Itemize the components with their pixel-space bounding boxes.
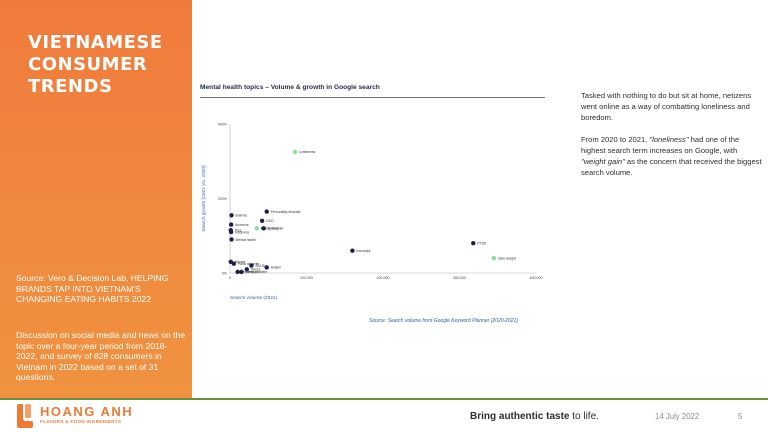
commentary-text: From 2020 to 2021, — [581, 135, 650, 144]
brand-subtitle: FLAVORS & FOOD INGREDIENTS — [40, 419, 122, 424]
point-personality-disorder — [264, 209, 269, 214]
point-eating-disorder — [254, 226, 259, 231]
emphasis-weight-gain: "weight gain" — [581, 157, 625, 166]
point-label-stress: Stress — [251, 268, 261, 272]
point-label-anorexia: Anorexia — [235, 223, 248, 227]
emphasis-loneliness: "loneliness" — [649, 135, 689, 144]
x-axis-label: Search volume (2021) — [230, 295, 278, 301]
chart-axes: 0% 200% 400% 0 100,000 200,000 300,000 400,000 S… — [201, 123, 543, 302]
point-sleep-problem — [239, 269, 244, 275]
point-label-autism: Autism — [271, 266, 282, 270]
point-depression — [235, 269, 240, 275]
x-tick-label: 400,000 — [530, 276, 543, 280]
slide-title: VIETNAMESE CONSUMER TRENDS — [28, 32, 188, 98]
point-label-sleep-problem: Sleep problem — [245, 270, 267, 274]
point-label-weight-gain: Gain weight — [498, 256, 516, 260]
point-stress — [244, 267, 250, 272]
point-label-anxiety: Anxiety — [268, 227, 279, 231]
y-tick-label: 200% — [218, 197, 228, 201]
point-label-personality-disorder: Personality disorder — [271, 210, 302, 214]
y-tick-label: 400% — [218, 123, 228, 127]
y-tick-label: 0% — [222, 272, 228, 276]
point-weight-gain — [491, 255, 497, 261]
point-label-eating-disorder: Eating disorder — [261, 227, 285, 231]
point-insomnia — [350, 248, 355, 253]
page-number: 5 — [738, 412, 743, 421]
footer-bar — [0, 400, 768, 432]
tagline: Bring authentic taste to life. — [470, 411, 599, 422]
y-axis-label: Search growth (2021 Vs. 2020) — [201, 165, 207, 232]
title-line: TRENDS — [28, 76, 113, 97]
point-panic-disorder — [231, 261, 237, 266]
x-tick-label: 0 — [229, 276, 231, 280]
point-label-ocd: OCD — [266, 219, 274, 223]
point-label-adhd: ADHD — [255, 264, 265, 268]
point-label-insomnia: Insomnia — [356, 249, 370, 253]
x-tick-label: 100,000 — [300, 276, 313, 280]
slide-date: 14 July 2022 — [655, 412, 700, 421]
tagline-rest: to life. — [569, 411, 599, 422]
chart-title: Mental health topics – Volume & growth i… — [200, 84, 380, 91]
point-ptsd — [471, 241, 476, 246]
footer-divider — [0, 398, 768, 400]
x-tick-label: 200,000 — [377, 276, 390, 280]
point-mental-health — [229, 237, 234, 242]
point-label-depression: Depression — [242, 270, 259, 274]
chart-points: Loneliness Gain weight Eating disorder PTSD… — [228, 149, 516, 275]
point-label-loneliness: Loneliness — [299, 150, 316, 154]
title-line: CONSUMER — [28, 54, 148, 75]
x-tick-label: 300,000 — [453, 276, 466, 280]
point-label-pica: Pica — [235, 228, 242, 232]
chart-source: Source: Search volume from Google Keywor… — [369, 318, 518, 324]
point-bulimia — [229, 213, 234, 218]
point-adhd — [249, 263, 254, 268]
point-ocd — [259, 218, 265, 224]
point-autism — [264, 265, 269, 270]
point-label-bipolar: Bipolar — [235, 260, 246, 264]
commentary-paragraph-1: Tasked with nothing to do but sit at hom… — [581, 91, 752, 122]
point-label-mental-health: Mental health — [236, 238, 256, 242]
point-anxiety — [261, 226, 266, 231]
sidebar-panel: VIETNAMESE CONSUMER TRENDS Source: Vero … — [0, 0, 192, 398]
discussion-note: Discussion on social media and news on t… — [16, 330, 186, 383]
point-label-insomnia-lower: Insomnia — [235, 230, 249, 234]
title-line: VIETNAMESE — [28, 32, 163, 53]
source-note: Source: Vero & Decision Lab, HELPING BRA… — [16, 273, 169, 305]
point-insomnia-lower — [228, 229, 234, 235]
commentary-text: as the concern that received the biggest… — [581, 157, 762, 177]
point-label-panic-disorder: Panic disorder — [238, 262, 261, 266]
tagline-bold: Bring authentic taste — [470, 411, 570, 422]
point-label-ptsd: PTSD — [477, 242, 487, 246]
point-label-bulimia: Bulimia — [236, 214, 247, 218]
commentary-text: had one of the highest search term incre… — [581, 135, 740, 155]
point-loneliness — [292, 149, 298, 155]
commentary-paragraph-2: From 2020 to 2021, "loneliness" had one … — [581, 134, 763, 178]
scatter-chart: 0% 200% 400% 0 100,000 200,000 300,000 400,000 S… — [201, 123, 543, 302]
point-anorexia — [228, 222, 234, 227]
chart-title-divider — [200, 97, 545, 98]
brand-logo-icon — [17, 404, 33, 428]
brand-name: HOANG ANH — [40, 404, 134, 419]
